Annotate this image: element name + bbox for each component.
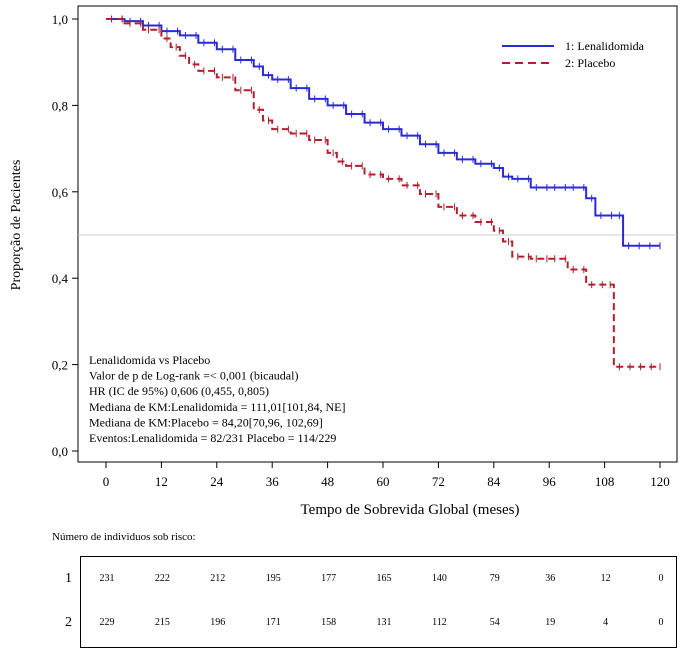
stats-annotation: Mediana de KM:Placebo = 84,20[70,96, 102… bbox=[89, 415, 323, 429]
x-tick-label: 36 bbox=[266, 474, 280, 489]
y-tick-label: 1,0 bbox=[52, 12, 68, 27]
risk-row-label: 1 bbox=[65, 571, 72, 586]
y-tick-label: 0,0 bbox=[52, 444, 68, 459]
risk-cell: 177 bbox=[321, 573, 337, 584]
x-tick-label: 24 bbox=[210, 474, 224, 489]
x-tick-label: 84 bbox=[487, 474, 501, 489]
legend-label-1: 1: Lenalidomida bbox=[565, 39, 645, 53]
risk-cell: 19 bbox=[545, 617, 556, 628]
stats-annotation: Valor de p de Log-rank =< 0,001 (bicauda… bbox=[89, 369, 298, 383]
risk-cell: 195 bbox=[265, 573, 281, 584]
y-tick-label: 0,4 bbox=[52, 271, 69, 286]
x-tick-label: 12 bbox=[155, 474, 168, 489]
legend-label-2: 2: Placebo bbox=[565, 56, 615, 70]
y-tick-label: 0,6 bbox=[52, 185, 69, 200]
risk-cell: 215 bbox=[154, 617, 170, 628]
y-tick-label: 0,2 bbox=[52, 358, 68, 373]
risk-cell: 0 bbox=[658, 617, 664, 628]
risk-cell: 222 bbox=[154, 573, 170, 584]
risk-cell: 4 bbox=[603, 617, 609, 628]
risk-cell: 165 bbox=[376, 573, 392, 584]
risk-cell: 12 bbox=[600, 573, 611, 584]
x-tick-label: 72 bbox=[432, 474, 445, 489]
risk-row-label: 2 bbox=[65, 615, 72, 630]
stats-annotation: HR (IC de 95%) 0,606 (0,455, 0,805) bbox=[89, 384, 269, 398]
risk-cell: 140 bbox=[431, 573, 447, 584]
x-axis-title: Tempo de Sobrevida Global (meses) bbox=[301, 502, 520, 518]
risk-cell: 131 bbox=[376, 617, 392, 628]
risk-cell: 212 bbox=[210, 573, 226, 584]
risk-cell: 171 bbox=[265, 617, 281, 628]
risk-cell: 158 bbox=[321, 617, 337, 628]
risk-cell: 79 bbox=[489, 573, 500, 584]
stats-annotation: Mediana de KM:Lenalidomida = 111,01[101,… bbox=[89, 400, 346, 414]
x-tick-label: 48 bbox=[321, 474, 334, 489]
risk-cell: 36 bbox=[545, 573, 556, 584]
risk-cell: 0 bbox=[658, 573, 664, 584]
risk-cell: 54 bbox=[489, 617, 500, 628]
x-tick-label: 108 bbox=[595, 474, 615, 489]
risk-table-title: Número de individuos sob risco: bbox=[52, 531, 196, 543]
stats-annotation: Eventos:Lenalidomida = 82/231 Placebo = … bbox=[89, 431, 336, 445]
x-tick-label: 120 bbox=[650, 474, 670, 489]
km-chart: 0 12 24 36 48 60 72 84 96 108 120 0,0 0,2 0,4 0,6 0,8 1,… bbox=[9, 5, 678, 518]
risk-cell: 229 bbox=[99, 617, 115, 628]
risk-cell: 112 bbox=[432, 617, 447, 628]
series-line-1 bbox=[106, 18, 660, 247]
y-axis-title: Proporção de Pacientes bbox=[9, 160, 24, 291]
risk-cell: 231 bbox=[99, 573, 115, 584]
risk-table: 1 231 222 212 195 177 165 140 79 36 12 0 2 229 215 196 1… bbox=[65, 556, 677, 648]
x-tick-label: 60 bbox=[377, 474, 390, 489]
y-tick-label: 0,8 bbox=[52, 98, 68, 113]
x-tick-label: 0 bbox=[103, 474, 110, 489]
x-tick-label: 96 bbox=[543, 474, 557, 489]
series-line-2 bbox=[106, 18, 660, 368]
plot-frame bbox=[77, 5, 678, 463]
stats-annotation: Lenalidomida vs Placebo bbox=[89, 353, 210, 367]
risk-cell: 196 bbox=[210, 617, 226, 628]
